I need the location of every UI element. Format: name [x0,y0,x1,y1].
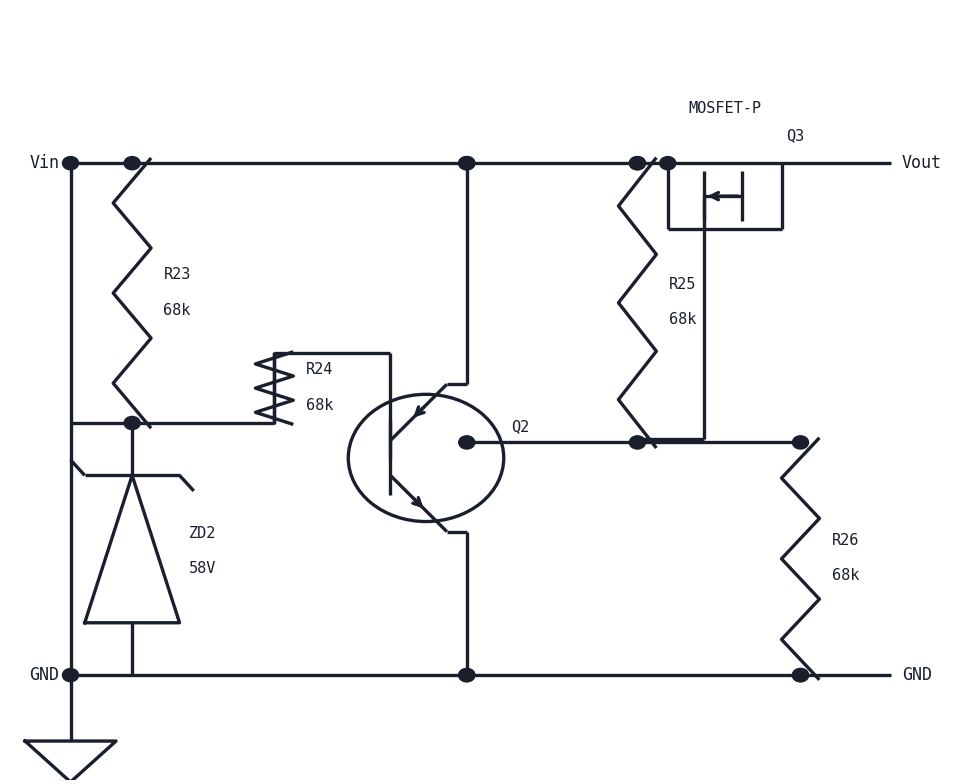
Text: 68k: 68k [832,568,859,583]
Text: Q3: Q3 [787,129,805,143]
Text: 68k: 68k [669,312,696,328]
Circle shape [458,157,475,170]
Circle shape [458,669,475,682]
Circle shape [458,157,475,170]
Text: R25: R25 [669,277,696,292]
Text: R23: R23 [164,267,190,282]
Text: MOSFET-P: MOSFET-P [688,101,761,116]
Circle shape [659,157,676,170]
Circle shape [792,669,809,682]
Text: R26: R26 [832,532,859,548]
Text: Vout: Vout [901,154,942,172]
Text: 58V: 58V [189,561,216,576]
Circle shape [62,157,78,170]
Text: ZD2: ZD2 [189,526,216,541]
Circle shape [792,436,809,449]
Circle shape [458,436,475,449]
Text: R24: R24 [305,362,333,377]
Circle shape [630,157,645,170]
Text: Vin: Vin [29,154,59,172]
Text: 68k: 68k [305,397,333,412]
Text: GND: GND [29,666,59,684]
Circle shape [630,436,645,449]
Text: GND: GND [901,666,932,684]
Circle shape [630,157,645,170]
Text: 68k: 68k [164,303,190,318]
Text: Q2: Q2 [511,419,529,434]
Circle shape [792,669,809,682]
Circle shape [458,669,475,682]
Circle shape [62,669,78,682]
Circle shape [124,157,141,170]
Circle shape [124,416,141,430]
